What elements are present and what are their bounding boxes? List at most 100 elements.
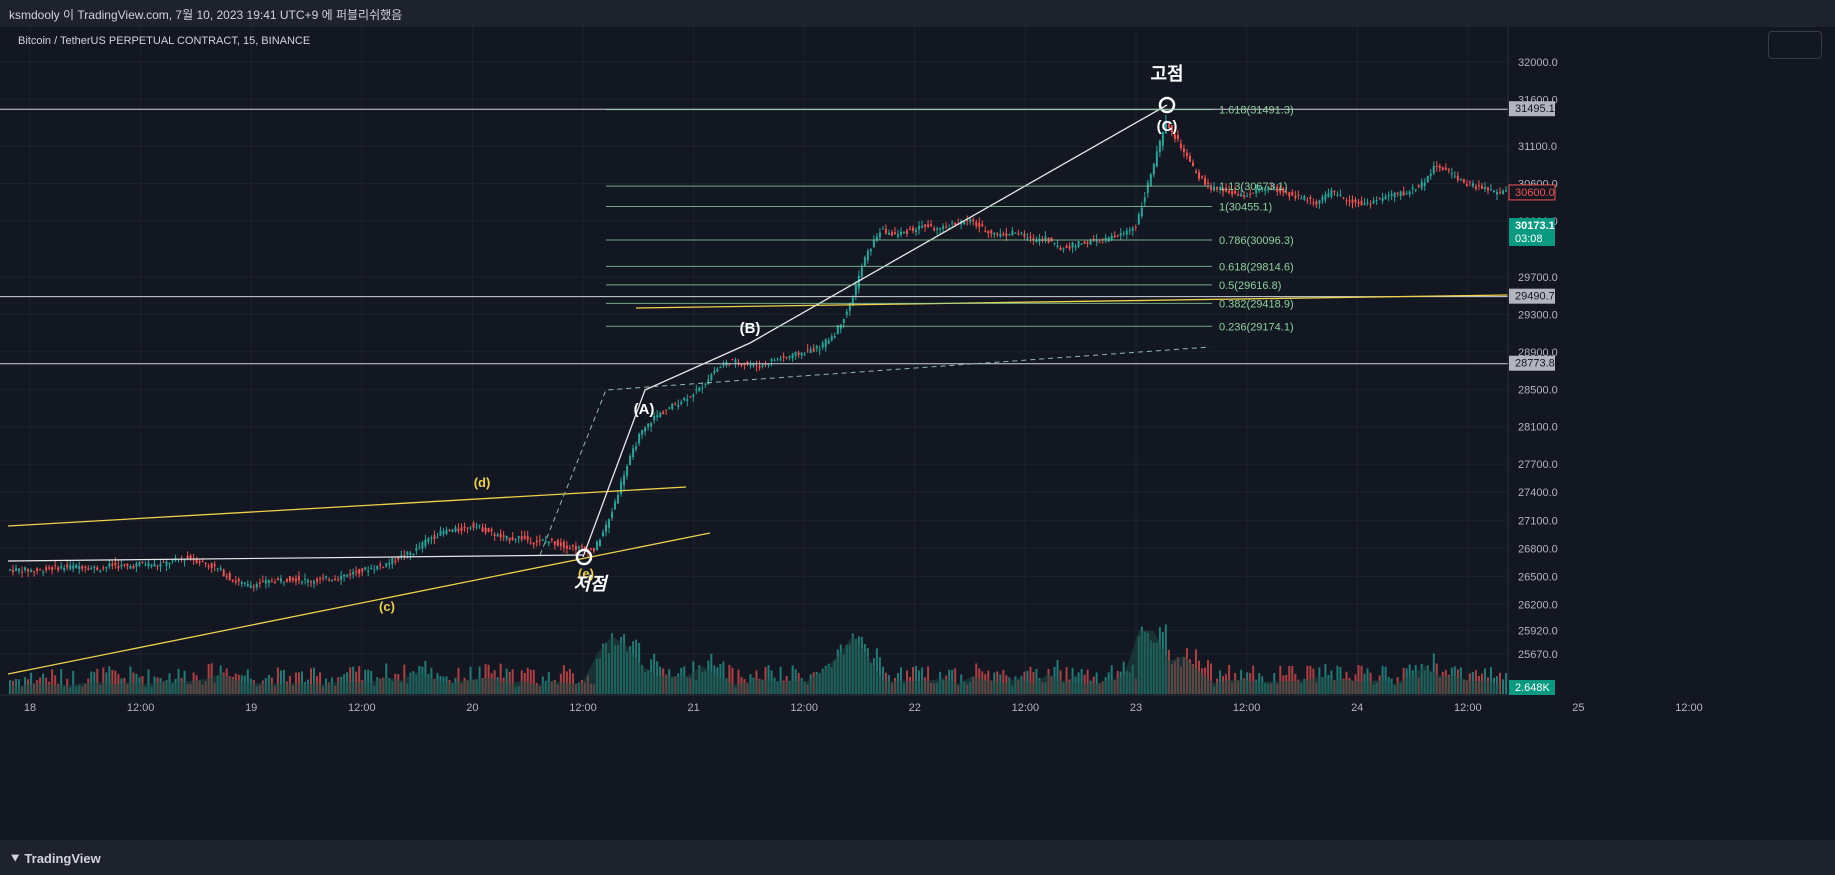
volume-bar: [319, 672, 322, 694]
candle-body: [1345, 200, 1348, 202]
time-tick-label: 12:00: [1233, 702, 1261, 714]
candle-body: [833, 335, 836, 338]
volume-bar: [1071, 667, 1074, 694]
candle-body: [761, 363, 764, 367]
candle-body: [1044, 236, 1047, 241]
candle-body: [499, 533, 502, 538]
candle-body: [1429, 173, 1432, 177]
candle-body: [1092, 238, 1095, 241]
settings-button[interactable]: [1768, 31, 1822, 59]
candle-body: [469, 527, 472, 529]
candle-body: [1086, 242, 1089, 244]
candle-body: [406, 551, 409, 555]
candle-body: [1011, 230, 1014, 236]
wave-label: (A): [634, 401, 655, 418]
candle-body: [165, 561, 168, 566]
volume-bar: [1080, 668, 1083, 694]
candle-body: [884, 228, 887, 234]
time-tick-label: 12:00: [569, 702, 597, 714]
candle-body: [951, 222, 954, 224]
price-tick-label: 27400.0: [1518, 487, 1558, 499]
candle-body: [427, 538, 430, 543]
candle-body: [1276, 186, 1279, 192]
volume-bar: [1228, 664, 1231, 694]
candle-body: [147, 562, 150, 567]
time-tick-label: 12:00: [1012, 702, 1040, 714]
candle-body: [144, 564, 147, 566]
candle-body: [1264, 189, 1267, 192]
tradingview-logo[interactable]: ⯆ TradingView: [10, 851, 101, 867]
candle-body: [1267, 186, 1270, 191]
candle-body: [1210, 187, 1213, 190]
grid-lines: [0, 27, 1690, 695]
top-marker-icon: [1158, 96, 1176, 114]
price-tick-label: 32000.0: [1518, 57, 1558, 69]
wave-label: (C): [1157, 118, 1178, 135]
candle-body: [397, 556, 400, 560]
candle-body: [788, 356, 791, 358]
candle-body: [1207, 182, 1210, 184]
volume-bar: [1384, 666, 1387, 694]
candle-body: [1390, 193, 1393, 196]
candle-body: [358, 569, 361, 574]
wave-label: (e): [578, 566, 594, 581]
candle-body: [108, 563, 111, 567]
candle-body: [665, 409, 668, 411]
candle-body: [481, 526, 484, 532]
candle-body: [1384, 196, 1387, 200]
candle-body: [954, 222, 957, 226]
candle-body: [276, 577, 279, 580]
candle-body: [493, 534, 496, 537]
candle-body: [635, 446, 638, 450]
candle-body: [611, 511, 614, 518]
candle-body: [319, 578, 322, 580]
price-tick-label: 27100.0: [1518, 515, 1558, 527]
candle-body: [1188, 156, 1191, 162]
volume-bar: [310, 668, 313, 694]
candle-body: [1471, 183, 1474, 187]
wave-label: (B): [740, 320, 761, 337]
time-tick-label: 23: [1130, 702, 1142, 714]
candle-body: [595, 541, 598, 551]
volume-bar: [722, 661, 725, 694]
candle-body: [776, 358, 779, 360]
candle-body: [571, 545, 574, 547]
candle-body: [1053, 243, 1056, 245]
candle-body: [878, 232, 881, 238]
volume-bar: [457, 667, 460, 694]
candle-body: [972, 219, 975, 222]
volume-bar: [499, 663, 502, 694]
volume-bar: [1360, 665, 1363, 694]
candlestick-chart[interactable]: 1.618(31491.3) 1.13(30673.1) 1(30455.1) 0.7…: [0, 27, 1835, 840]
candle-body: [1474, 186, 1477, 190]
candle-body: [1170, 125, 1173, 133]
candle-body: [303, 578, 306, 580]
candle-body: [1363, 203, 1366, 205]
candle-body: [1450, 173, 1453, 175]
candle-body: [201, 560, 204, 562]
candle-body: [1113, 235, 1116, 238]
volume-bar: [1357, 665, 1360, 694]
time-tick-label: 22: [909, 702, 921, 714]
candle-body: [629, 456, 632, 465]
candle-body: [1357, 201, 1360, 204]
candle-body: [457, 528, 460, 531]
candle-body: [42, 572, 45, 574]
chart-area[interactable]: 1.618(31491.3) 1.13(30673.1) 1(30455.1) 0.7…: [0, 27, 1835, 840]
candle-body: [881, 228, 884, 230]
candle-body: [921, 226, 924, 228]
volume-bar: [653, 653, 656, 694]
price-tick-label: 26800.0: [1518, 543, 1558, 555]
candle-body: [1378, 198, 1381, 200]
candle-body: [827, 340, 830, 344]
candle-body: [207, 565, 210, 567]
candle-body: [1216, 186, 1219, 190]
candle-body: [1375, 200, 1378, 202]
time-axis[interactable]: 18 12:00 19 12:00 20 12:00 21 12:00 22 12:00 23 12:…: [0, 694, 1835, 840]
volume-bar: [1086, 669, 1089, 694]
candle-body: [1026, 237, 1029, 239]
candle-body: [1342, 197, 1345, 199]
candle-body: [343, 574, 346, 577]
price-badge: [1509, 218, 1555, 246]
volume-bar: [1035, 668, 1038, 694]
